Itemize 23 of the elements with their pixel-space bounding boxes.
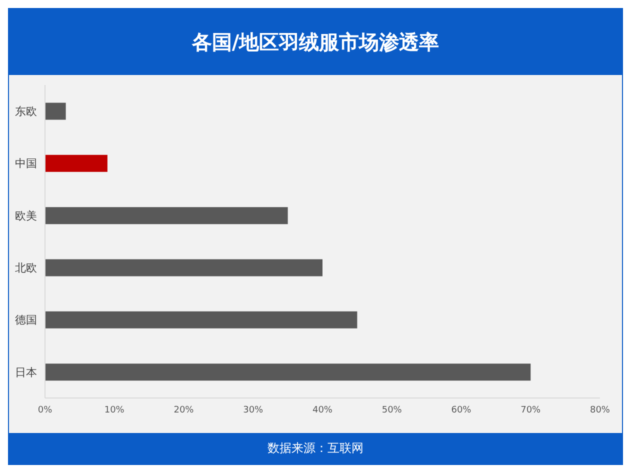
bar (45, 311, 358, 328)
x-tick-label: 80% (590, 405, 610, 416)
y-tick-label: 德国 (15, 314, 37, 327)
x-tick-label: 50% (382, 405, 402, 416)
x-tick-label: 70% (520, 405, 542, 416)
x-tick-label: 30% (243, 405, 264, 416)
bar (45, 207, 288, 224)
y-tick-label: 欧美 (15, 209, 37, 222)
x-tick-label: 0% (38, 405, 53, 416)
y-tick-label: 北欧 (15, 261, 37, 274)
bar (45, 154, 108, 172)
x-tick-label: 60% (451, 405, 472, 416)
y-tick-label: 东欧 (15, 104, 37, 118)
bar (45, 102, 66, 120)
source-note: 数据来源：互联网 (9, 433, 622, 464)
bar (45, 259, 322, 276)
y-tick-label: 中国 (15, 157, 37, 170)
y-tick-label: 日本 (15, 366, 37, 379)
bar (45, 364, 531, 381)
chart-title: 各国/地区羽绒服市场渗透率 (9, 9, 622, 75)
x-tick-label: 10% (104, 405, 125, 416)
x-tick-label: 20% (174, 405, 194, 416)
x-tick-label: 40% (312, 405, 333, 416)
